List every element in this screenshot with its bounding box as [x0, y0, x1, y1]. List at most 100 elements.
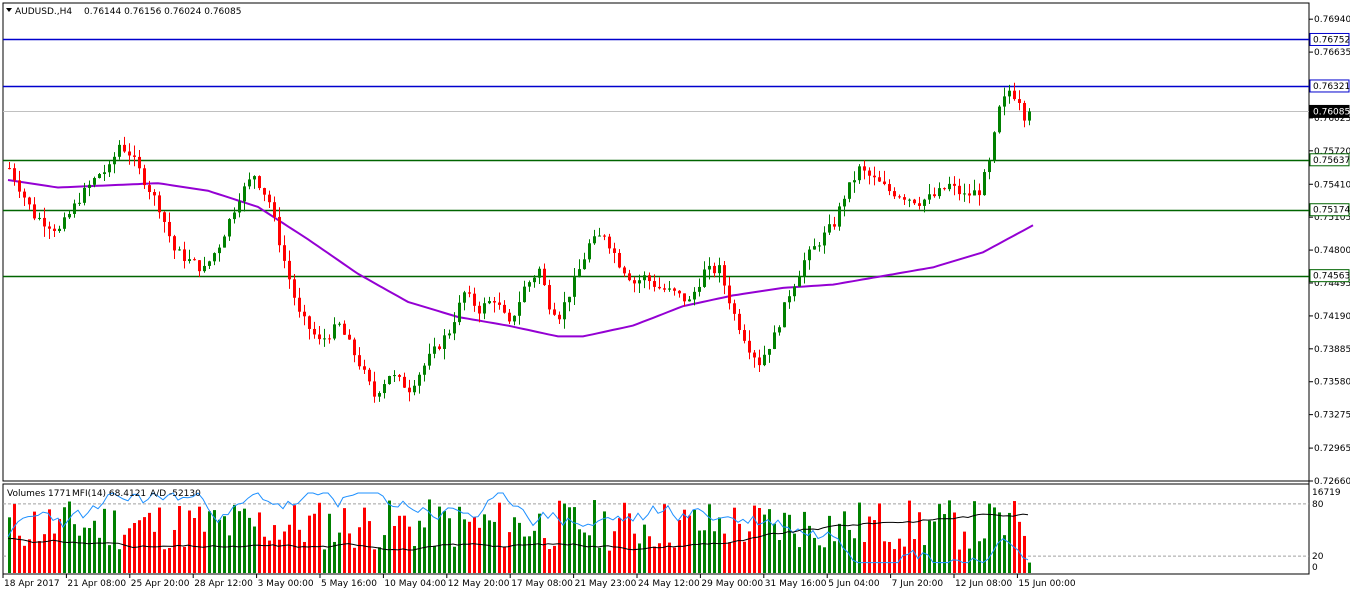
candle-145	[733, 299, 736, 321]
volume-bar-56	[288, 524, 291, 573]
time-tick-label: 5 May 16:00	[321, 579, 377, 589]
volume-bar-183	[923, 545, 926, 573]
candle-19	[103, 164, 106, 181]
indicator-tick-label: 0	[1312, 563, 1318, 573]
candle-87	[443, 328, 446, 360]
candle-147	[743, 324, 746, 344]
candle-105	[533, 275, 536, 288]
volume-bar-139	[703, 530, 706, 573]
candle-68	[348, 329, 351, 340]
volume-bar-33	[173, 529, 176, 573]
candle-91	[463, 290, 466, 311]
volume-bar-47	[243, 508, 246, 573]
level-price-label-1: 0.76321	[1309, 79, 1350, 93]
candle-93	[473, 287, 476, 312]
volume-bar-193	[973, 501, 976, 573]
volume-bar-59	[303, 541, 306, 573]
candle-100	[508, 308, 511, 325]
candle-204	[1028, 108, 1031, 126]
volume-bar-130	[658, 543, 661, 573]
volume-bar-76	[388, 500, 391, 573]
volume-bar-94	[478, 527, 481, 573]
candle-32	[168, 212, 171, 243]
volume-bar-145	[733, 507, 736, 573]
candle-82	[418, 372, 421, 394]
candle-151	[763, 345, 766, 367]
mfi-label: MFI(14) 68.4121	[72, 489, 146, 499]
volume-bar-137	[693, 509, 696, 573]
volume-bar-202	[1018, 521, 1021, 573]
volume-bar-149	[753, 505, 756, 573]
time-tick-label: 15 Jun 00:00	[1018, 579, 1075, 589]
volume-bar-58	[298, 529, 301, 573]
volume-bar-113	[573, 507, 576, 573]
volume-bar-148	[748, 531, 751, 573]
candle-164	[828, 214, 831, 236]
level-price-label-2: 0.76085	[1309, 104, 1350, 118]
candle-59	[303, 304, 306, 326]
volume-bar-2	[18, 535, 21, 573]
volume-bar-67	[343, 508, 346, 573]
price-tick-label: 0.76025	[1314, 114, 1350, 124]
candle-169	[853, 171, 856, 193]
volume-bar-191	[963, 531, 966, 573]
volume-bar-105	[533, 530, 536, 573]
volume-bar-6	[38, 541, 41, 573]
candle-167	[843, 195, 846, 217]
candle-74	[378, 391, 381, 402]
volume-bar-98	[498, 502, 501, 573]
candle-63	[323, 328, 326, 347]
time-tick-label: 5 Jun 04:00	[828, 579, 880, 589]
candle-46	[238, 193, 241, 218]
candle-174	[878, 170, 881, 183]
candle-193	[973, 179, 976, 196]
volume-bar-142	[718, 517, 721, 573]
candle-48	[248, 172, 251, 190]
candle-0	[8, 162, 11, 170]
candle-162	[818, 241, 821, 252]
volume-bar-64	[328, 513, 331, 573]
candle-159	[803, 252, 806, 284]
volume-bar-131	[663, 504, 666, 573]
candle-135	[683, 293, 686, 307]
candle-177	[893, 187, 896, 200]
volume-bar-49	[253, 526, 256, 573]
candle-190	[958, 178, 961, 201]
volume-bar-84	[428, 499, 431, 573]
volume-bar-4	[28, 539, 31, 573]
volume-bar-17	[93, 520, 96, 573]
candle-40	[208, 260, 211, 269]
candle-138	[698, 278, 701, 297]
volume-bar-97	[493, 521, 496, 573]
volume-bar-179	[903, 546, 906, 573]
candle-69	[353, 337, 356, 363]
candle-26	[138, 150, 141, 175]
time-tick-label: 7 Jun 20:00	[892, 579, 944, 589]
volume-bar-172	[868, 516, 871, 573]
volume-bar-30	[158, 507, 161, 573]
candle-27	[143, 164, 146, 189]
price-tick-label: 0.73885	[1314, 345, 1350, 355]
collapse-triangle-icon[interactable]	[6, 8, 12, 12]
time-tick-label: 18 Apr 2017	[4, 579, 60, 589]
candle-15	[83, 182, 86, 206]
volume-bar-164	[828, 515, 831, 573]
candle-54	[278, 207, 281, 253]
price-tick-label: 0.73275	[1314, 411, 1350, 421]
volume-bar-114	[578, 529, 581, 573]
main-plot-frame	[2, 2, 1310, 482]
candles-layer	[8, 82, 1031, 403]
candle-56	[288, 250, 291, 289]
candle-104	[528, 280, 531, 292]
candle-161	[813, 238, 816, 250]
candle-30	[158, 191, 161, 219]
volume-bar-15	[83, 527, 86, 573]
price-tick-label: 0.74495	[1314, 279, 1350, 289]
volume-bar-143	[723, 533, 726, 573]
volume-bar-135	[683, 509, 686, 573]
volume-bar-52	[268, 540, 271, 573]
candle-144	[728, 276, 731, 310]
volume-bar-156	[788, 514, 791, 573]
